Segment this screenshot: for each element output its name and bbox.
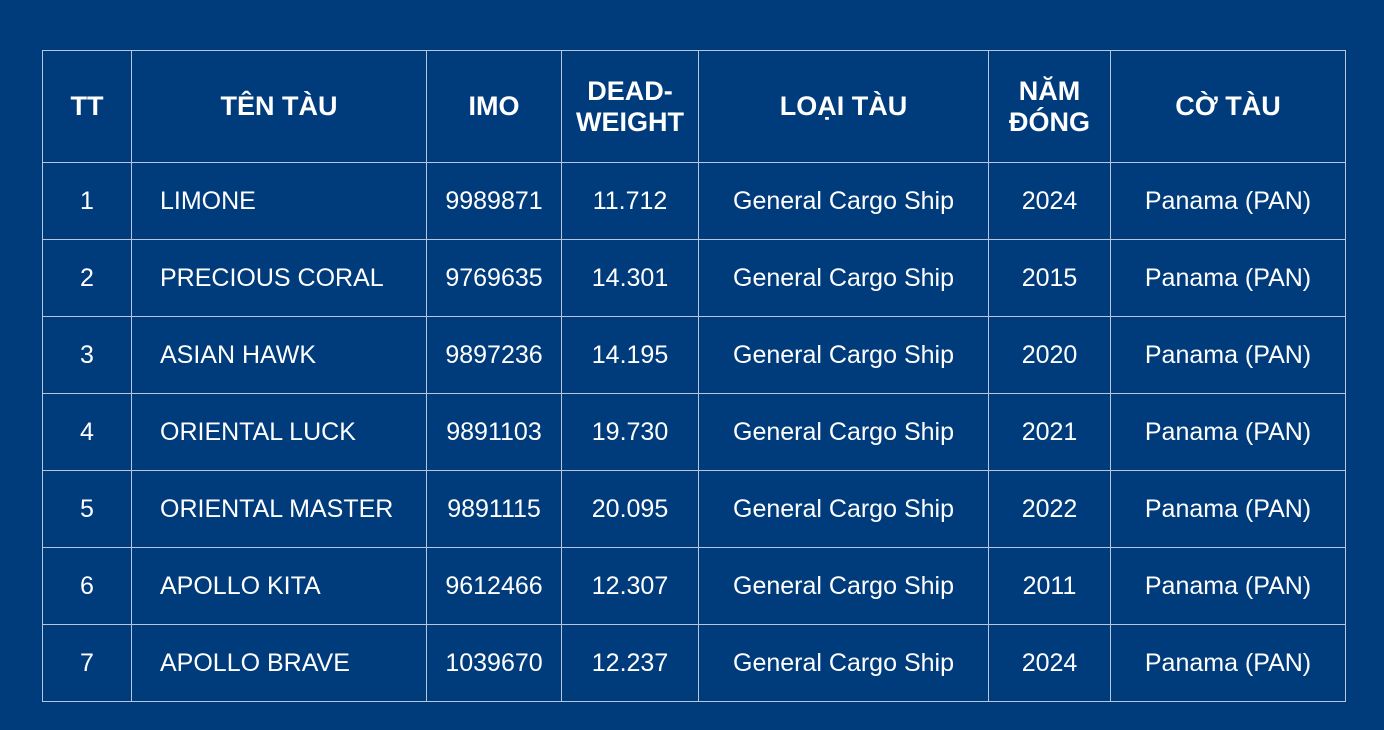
cell-ship-type: General Cargo Ship	[698, 162, 989, 240]
header-year-built: NĂM ĐÓNG	[988, 50, 1111, 163]
cell-tt: 4	[42, 393, 132, 471]
table-row: 2 PRECIOUS CORAL 9769635 14.301 General …	[42, 239, 1346, 317]
cell-tt: 3	[42, 316, 132, 394]
cell-tt: 7	[42, 624, 132, 702]
cell-flag: Panama (PAN)	[1110, 393, 1346, 471]
cell-tt: 5	[42, 470, 132, 548]
fleet-table: TT TÊN TÀU IMO DEAD- WEIGHT LOẠI TÀU NĂM…	[42, 50, 1346, 702]
cell-imo: 9989871	[426, 162, 562, 240]
cell-year-built: 2024	[988, 162, 1111, 240]
table-header: TT TÊN TÀU IMO DEAD- WEIGHT LOẠI TÀU NĂM…	[42, 50, 1346, 163]
cell-tt: 1	[42, 162, 132, 240]
header-ship-name: TÊN TÀU	[131, 50, 427, 163]
cell-year-built: 2015	[988, 239, 1111, 317]
cell-ship-type: General Cargo Ship	[698, 316, 989, 394]
table-row: 1 LIMONE 9989871 11.712 General Cargo Sh…	[42, 162, 1346, 240]
cell-tt: 6	[42, 547, 132, 625]
header-year-line-2: ĐÓNG	[1009, 106, 1090, 137]
cell-flag: Panama (PAN)	[1110, 547, 1346, 625]
cell-flag: Panama (PAN)	[1110, 316, 1346, 394]
table-row: 3 ASIAN HAWK 9897236 14.195 General Carg…	[42, 316, 1346, 394]
cell-ship-type: General Cargo Ship	[698, 624, 989, 702]
table-row: 5 ORIENTAL MASTER 9891115 20.095 General…	[42, 470, 1346, 548]
cell-ship-name: APOLLO BRAVE	[131, 624, 427, 702]
cell-flag: Panama (PAN)	[1110, 470, 1346, 548]
cell-tt: 2	[42, 239, 132, 317]
cell-year-built: 2020	[988, 316, 1111, 394]
cell-deadweight: 11.712	[561, 162, 699, 240]
header-tt: TT	[42, 50, 132, 163]
cell-year-built: 2011	[988, 547, 1111, 625]
cell-year-built: 2022	[988, 470, 1111, 548]
table-row: 4 ORIENTAL LUCK 9891103 19.730 General C…	[42, 393, 1346, 471]
cell-imo: 9897236	[426, 316, 562, 394]
cell-ship-name: ASIAN HAWK	[131, 316, 427, 394]
cell-ship-name: LIMONE	[131, 162, 427, 240]
cell-ship-type: General Cargo Ship	[698, 393, 989, 471]
cell-deadweight: 14.195	[561, 316, 699, 394]
table-row: 6 APOLLO KITA 9612466 12.307 General Car…	[42, 547, 1346, 625]
header-deadweight-line-1: DEAD-	[587, 75, 673, 106]
header-deadweight-line-2: WEIGHT	[576, 106, 684, 137]
cell-imo: 9612466	[426, 547, 562, 625]
cell-ship-name: ORIENTAL MASTER	[131, 470, 427, 548]
cell-ship-type: General Cargo Ship	[698, 470, 989, 548]
header-flag: CỜ TÀU	[1110, 50, 1346, 163]
cell-ship-type: General Cargo Ship	[698, 239, 989, 317]
cell-deadweight: 20.095	[561, 470, 699, 548]
cell-year-built: 2024	[988, 624, 1111, 702]
cell-deadweight: 12.307	[561, 547, 699, 625]
cell-flag: Panama (PAN)	[1110, 162, 1346, 240]
cell-imo: 9891115	[426, 470, 562, 548]
cell-deadweight: 14.301	[561, 239, 699, 317]
cell-year-built: 2021	[988, 393, 1111, 471]
cell-imo: 9891103	[426, 393, 562, 471]
table-body: 1 LIMONE 9989871 11.712 General Cargo Sh…	[42, 162, 1346, 702]
cell-deadweight: 12.237	[561, 624, 699, 702]
cell-imo: 9769635	[426, 239, 562, 317]
cell-imo: 1039670	[426, 624, 562, 702]
header-ship-type: LOẠI TÀU	[698, 50, 989, 163]
cell-flag: Panama (PAN)	[1110, 239, 1346, 317]
header-imo: IMO	[426, 50, 562, 163]
cell-flag: Panama (PAN)	[1110, 624, 1346, 702]
table-row: 7 APOLLO BRAVE 1039670 12.237 General Ca…	[42, 624, 1346, 702]
cell-ship-name: ORIENTAL LUCK	[131, 393, 427, 471]
cell-deadweight: 19.730	[561, 393, 699, 471]
cell-ship-type: General Cargo Ship	[698, 547, 989, 625]
header-year-line-1: NĂM	[1018, 75, 1081, 106]
header-row: TT TÊN TÀU IMO DEAD- WEIGHT LOẠI TÀU NĂM…	[42, 50, 1346, 163]
cell-ship-name: PRECIOUS CORAL	[131, 239, 427, 317]
cell-ship-name: APOLLO KITA	[131, 547, 427, 625]
header-deadweight: DEAD- WEIGHT	[561, 50, 699, 163]
